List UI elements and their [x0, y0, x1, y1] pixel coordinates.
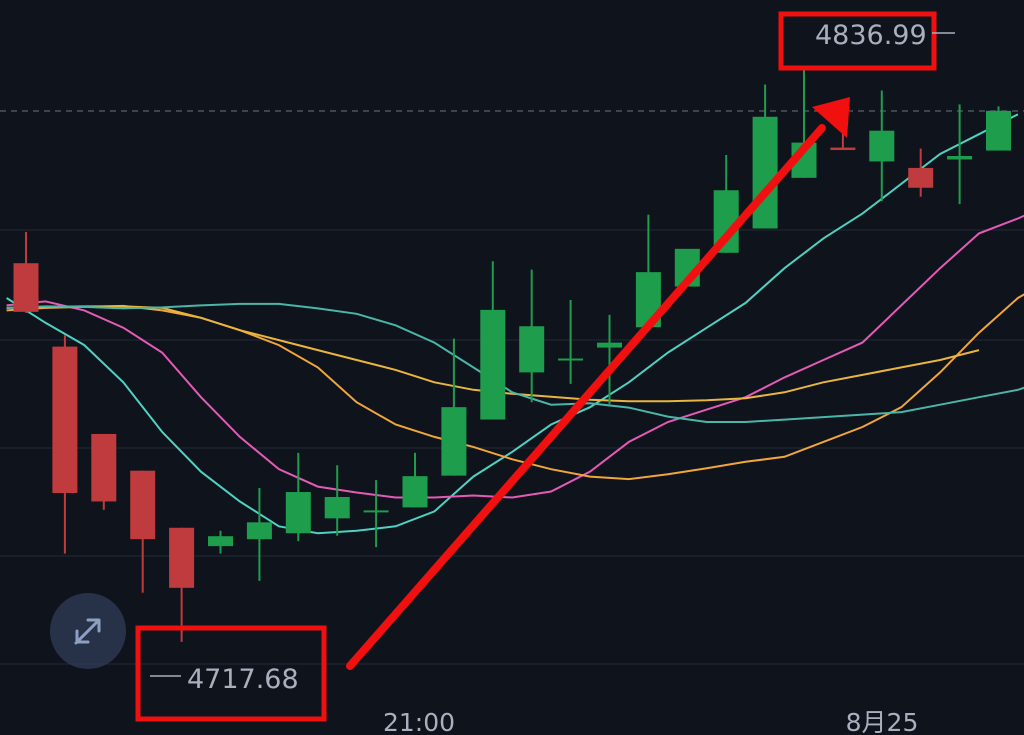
ma-line [6, 113, 1019, 535]
ma-line [6, 214, 1024, 499]
expand-arrows-icon [74, 618, 101, 645]
candle-body [752, 116, 778, 229]
x-axis: 21:00 8月25 [383, 708, 918, 735]
candle-body [13, 263, 39, 312]
candle-body [441, 407, 467, 476]
candle-body [986, 110, 1011, 151]
low-annotation-box [135, 625, 327, 722]
high-annotation-box [778, 11, 937, 71]
x-tick-label: 21:00 [383, 708, 455, 735]
candle-body [324, 496, 350, 519]
candle-body [52, 346, 78, 494]
candle-body [947, 156, 973, 160]
candle-body [597, 342, 622, 348]
moving-average-lines [6, 113, 1024, 535]
ma-line [6, 302, 1024, 423]
candle-body [480, 309, 506, 420]
candle-body [830, 147, 856, 151]
candle-body [246, 522, 272, 540]
candle-body [130, 470, 156, 540]
expand-chart-button[interactable] [50, 593, 126, 669]
candle-body [869, 130, 895, 162]
candle-body [169, 527, 195, 588]
candles [13, 68, 1011, 642]
candle-body [402, 476, 428, 508]
trend-arrow-shaft [346, 124, 826, 670]
candle-body [285, 492, 311, 534]
trend-arrow-head [812, 97, 850, 138]
candle-body [558, 358, 584, 361]
low-price-label: 4717.68 [187, 664, 299, 695]
trend-arrow [346, 97, 850, 670]
low-annotation: 4717.68 [135, 625, 327, 722]
candle-body [208, 536, 233, 547]
high-price-label: 4836.99 [815, 20, 927, 51]
candle-body [519, 326, 545, 373]
high-annotation: 4836.99 [778, 11, 955, 71]
grid-lines [0, 229, 1024, 665]
candle-body [908, 167, 934, 188]
x-tick-label: 8月25 [846, 708, 919, 735]
candle-body [363, 510, 389, 513]
candle-body [91, 433, 117, 502]
